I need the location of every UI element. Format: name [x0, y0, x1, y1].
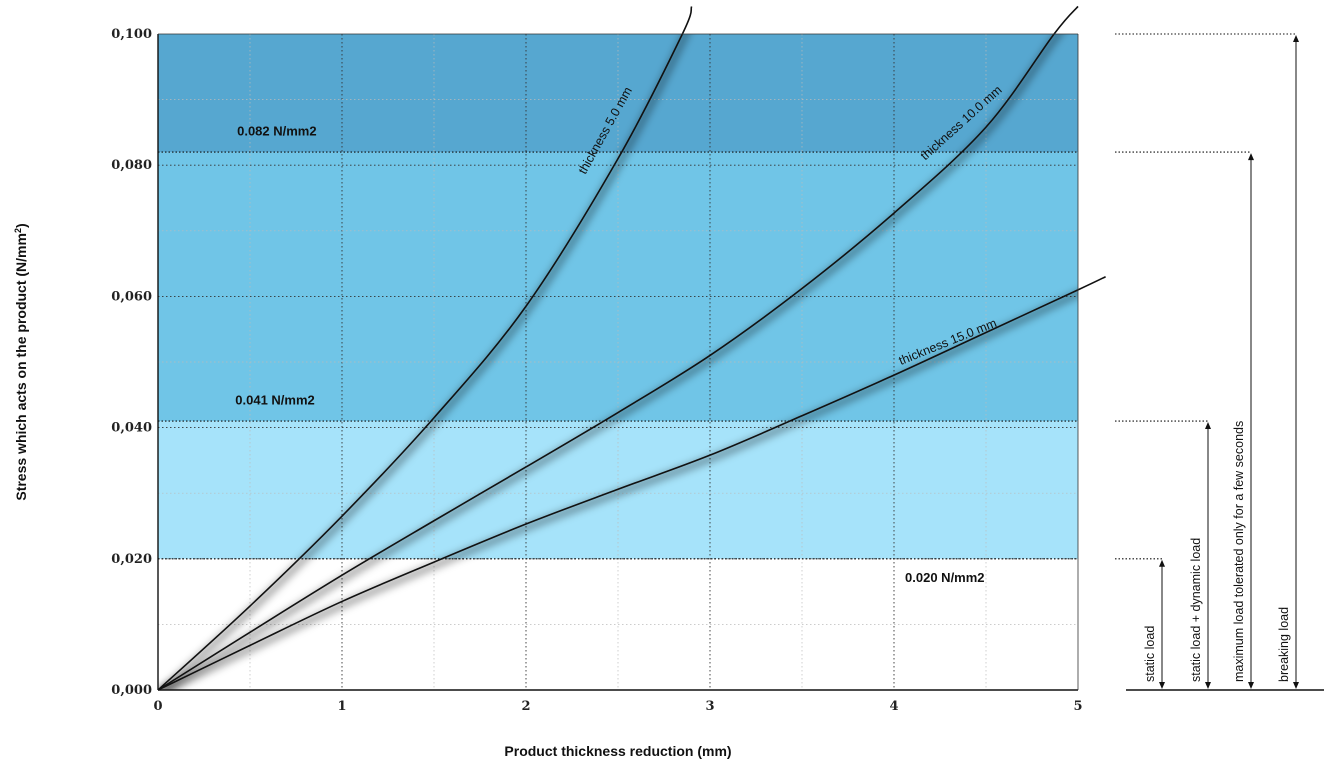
curve-shadow [158, 289, 1078, 690]
curve-thickness-5-0-mm [157, 6, 693, 691]
y-axis-title: Stress which acts on the product (N/mm2) [13, 223, 29, 500]
x-tick-label: 3 [705, 699, 714, 714]
band-value-label: 0.041 N/mm2 [235, 393, 315, 408]
load-levels-legend: static load static load + dynamic load max… [1115, 33, 1324, 691]
load-level-label: static load + dynamic load [1189, 538, 1203, 682]
arrow-up-icon [1159, 559, 1165, 567]
band-labels: 0.082 N/mm2 0.041 N/mm2 0.020 N/mm2 [235, 124, 984, 585]
y-tick-labels: 0,000 0,020 0,040 0,060 0,080 0,100 [111, 27, 152, 698]
stress-band [158, 34, 1078, 153]
curve-shadows [158, 34, 1078, 690]
x-tick-label: 4 [889, 699, 898, 714]
axes [157, 33, 1079, 691]
x-tick-label: 5 [1073, 699, 1082, 714]
curve-thickness-10-0-mm [157, 5, 1079, 691]
arrow-up-icon [1248, 153, 1254, 161]
arrow-down-icon [1159, 682, 1165, 689]
x-tick-label: 2 [521, 699, 530, 714]
load-level-label: static load [1143, 626, 1157, 682]
reference-lines [158, 151, 1078, 560]
curve-shadow [158, 34, 1063, 690]
x-axis-title: Product thickness reduction (mm) [504, 743, 731, 759]
band-value-label: 0.082 N/mm2 [237, 124, 317, 139]
curve-shadow [158, 34, 690, 690]
x-tick-label: 1 [337, 699, 346, 714]
band-value-label: 0.020 N/mm2 [905, 570, 985, 585]
y-tick-label: 0,100 [111, 27, 152, 42]
y-tick-label: 0,080 [111, 158, 152, 173]
arrow-up-icon [1293, 35, 1299, 42]
arrow-down-icon [1248, 682, 1254, 689]
arrow-up-icon [1205, 422, 1211, 430]
curve-thickness-15-0-mm [157, 275, 1106, 691]
y-tick-label: 0,000 [111, 683, 152, 698]
load-level-label: breaking load [1277, 607, 1291, 682]
x-tick-labels: 0 1 2 3 4 5 [153, 699, 1082, 714]
load-level-label: maximum load tolerated only for a few se… [1232, 421, 1246, 682]
thickness-curves [157, 5, 1106, 691]
y-tick-label: 0,040 [111, 421, 152, 436]
arrow-down-icon [1205, 682, 1211, 689]
arrow-down-icon [1293, 682, 1299, 689]
x-tick-label: 0 [153, 699, 162, 714]
y-tick-label: 0,060 [111, 289, 152, 304]
y-tick-label: 0,020 [111, 552, 152, 567]
